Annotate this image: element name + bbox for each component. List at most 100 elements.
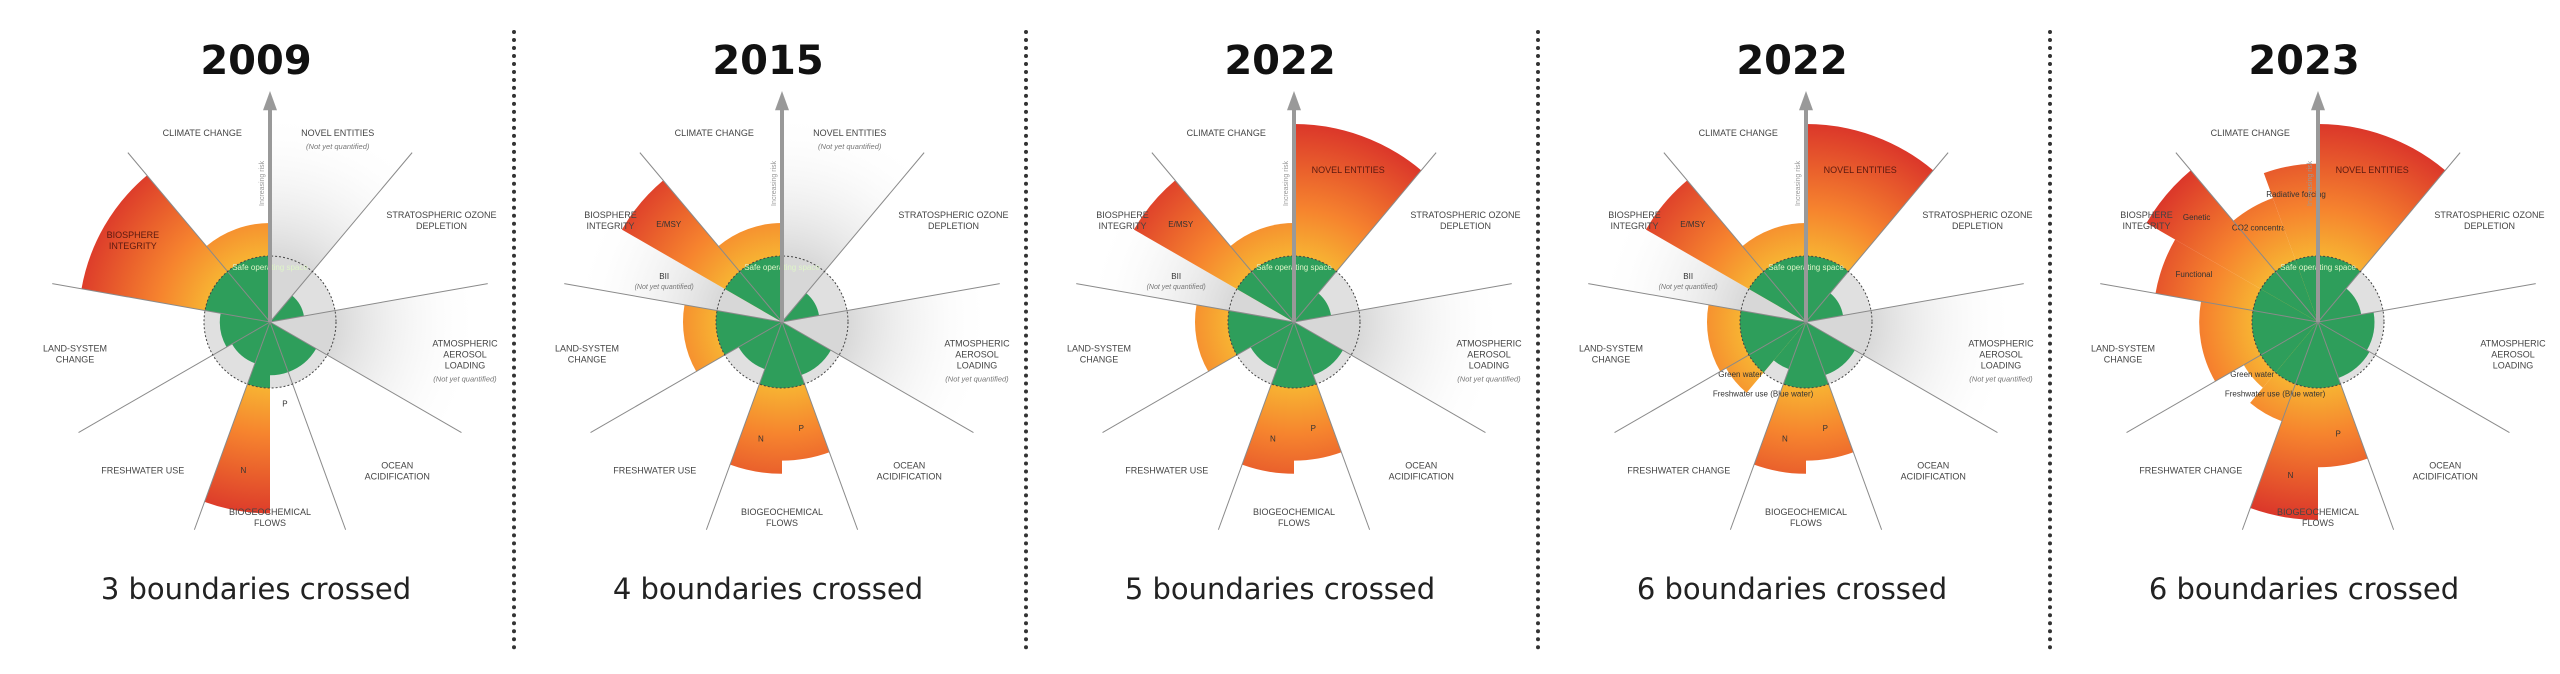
segment-label: P bbox=[282, 399, 287, 408]
boundary-wedge-safe bbox=[1748, 271, 1806, 322]
boundary-label: NOVEL ENTITIES bbox=[301, 128, 374, 138]
boundary-wedge-safe bbox=[1236, 271, 1294, 322]
boundary-label: BIOGEOCHEMICAL FLOWS bbox=[2277, 507, 2359, 528]
segment-label: N bbox=[1270, 435, 1276, 444]
safe-boundary-ring bbox=[1227, 255, 1361, 389]
segment-label: N bbox=[758, 435, 764, 444]
boundary-label: LAND-SYSTEM CHANGE bbox=[1067, 343, 1131, 364]
boundary-label: OCEAN ACIDIFICATION bbox=[2413, 461, 2478, 482]
boundary-label: FRESHWATER CHANGE bbox=[2139, 466, 2242, 476]
boundary-label: OCEAN ACIDIFICATION bbox=[1389, 461, 1454, 482]
segment-label: N bbox=[241, 466, 247, 475]
boundary-wedge-safe bbox=[1806, 256, 1849, 322]
panel-caption: 6 boundaries crossed bbox=[2148, 572, 2460, 606]
boundary-wedge-safe bbox=[270, 322, 317, 373]
panel-year: 2022 bbox=[1736, 38, 1848, 84]
boundary-wedge-safe bbox=[2275, 322, 2318, 385]
sector-divider bbox=[1076, 283, 1295, 323]
boundary-wedge-safe bbox=[2295, 256, 2318, 322]
boundary-wedge-safe bbox=[782, 322, 831, 376]
sector-divider bbox=[269, 321, 347, 530]
sector-divider bbox=[269, 283, 488, 323]
boundary-wedge-safe bbox=[1294, 322, 1343, 376]
safe-boundary-ring bbox=[715, 255, 849, 389]
sector-divider bbox=[2175, 152, 2319, 323]
sector-divider bbox=[1293, 321, 1486, 433]
sector-divider bbox=[1293, 152, 1437, 323]
boundary-diagram: P N Freshwater use (Blue water) Green water… bbox=[1579, 91, 2034, 530]
boundary-label: BIOGEOCHEMICAL FLOWS bbox=[229, 507, 311, 528]
unquantified-wedge bbox=[782, 110, 918, 322]
boundary-wedge-safe bbox=[2318, 288, 2362, 322]
panel-caption: 4 boundaries crossed bbox=[612, 572, 924, 606]
boundary-label: NOVEL ENTITIES bbox=[813, 128, 886, 138]
sector-divider bbox=[2241, 321, 2319, 530]
sector-divider bbox=[781, 321, 974, 433]
dotted-divider bbox=[1536, 30, 1540, 650]
sector-divider bbox=[639, 152, 783, 323]
sector-divider bbox=[52, 283, 271, 323]
boundary-label: CLIMATE CHANGE bbox=[2211, 128, 2290, 138]
boundary-diagram: P N Freshwater use (Blue water) Green water… bbox=[2091, 91, 2546, 530]
segment-label: Freshwater use (Blue water) bbox=[2225, 389, 2326, 398]
boundary-label: STRATOSPHERIC OZONE DEPLETION bbox=[898, 210, 1008, 231]
panel-2009: 2009 P N Safe operating space Increasing ri… bbox=[0, 0, 512, 674]
sector-divider bbox=[1293, 283, 1512, 323]
boundary-label: ATMOSPHERIC AEROSOL LOADING bbox=[2480, 338, 2546, 370]
dotted-divider bbox=[512, 30, 516, 650]
boundary-note: (Not yet quantified) bbox=[1969, 374, 2033, 383]
segment-label: E/MSY bbox=[1680, 220, 1706, 229]
boundary-wedge-safe bbox=[2253, 289, 2318, 322]
axis-label: Increasing risk bbox=[2307, 160, 2314, 206]
boundary-label: BIOSPHERE INTEGRITY bbox=[107, 230, 160, 251]
boundary-label: FRESHWATER USE bbox=[613, 466, 696, 476]
segment-label: Radiative forcing bbox=[2266, 190, 2326, 199]
panel-year: 2023 bbox=[2248, 38, 2360, 84]
boundary-label: FRESHWATER USE bbox=[1125, 466, 1208, 476]
panel-year: 2009 bbox=[200, 38, 312, 84]
sector-divider bbox=[2317, 321, 2395, 530]
sector-divider bbox=[1614, 321, 1807, 433]
segment-label: N bbox=[2288, 471, 2294, 480]
segment-label: Functional bbox=[2175, 270, 2212, 279]
panel-2023: 2023 P N Freshwater use (Blue water) Green … bbox=[2048, 0, 2560, 674]
boundary-wedge-safe bbox=[227, 256, 270, 322]
boundary-wedge-safe bbox=[782, 293, 820, 322]
boundary-label: LAND-SYSTEM CHANGE bbox=[1579, 343, 1643, 364]
boundary-label: NOVEL ENTITIES bbox=[2336, 165, 2409, 175]
boundary-label: ATMOSPHERIC AEROSOL LOADING bbox=[944, 338, 1010, 370]
dotted-divider bbox=[2048, 30, 2052, 650]
segment-label: Freshwater use (Blue water) bbox=[1713, 389, 1814, 398]
sector-divider bbox=[1151, 152, 1295, 323]
boundary-wedge-safe bbox=[1806, 293, 1844, 322]
boundary-label: ATMOSPHERIC AEROSOL LOADING bbox=[1968, 338, 2034, 370]
sector-divider bbox=[269, 152, 413, 323]
boundary-wedge-safe bbox=[219, 313, 270, 348]
arrow-head-icon bbox=[1287, 91, 1301, 111]
segment-label: P bbox=[1311, 424, 1316, 433]
sector-divider bbox=[1805, 152, 1949, 323]
arrow-head-icon bbox=[2311, 91, 2325, 111]
boundary-note: (Not yet quantified) bbox=[306, 142, 370, 151]
boundary-wedge-safe bbox=[270, 295, 304, 322]
sector-divider bbox=[781, 152, 925, 323]
boundary-label: BIOGEOCHEMICAL FLOWS bbox=[1253, 507, 1335, 528]
segment-label: Green water bbox=[1718, 370, 1762, 379]
boundary-label: CLIMATE CHANGE bbox=[1187, 128, 1266, 138]
panel-caption: 3 boundaries crossed bbox=[100, 572, 412, 606]
boundary-label: LAND-SYSTEM CHANGE bbox=[555, 343, 619, 364]
boundary-wedge-safe bbox=[1740, 310, 1806, 355]
sector-divider bbox=[269, 321, 462, 433]
sector-divider bbox=[2126, 321, 2319, 433]
axis-label: Increasing risk bbox=[1795, 160, 1802, 206]
boundary-label: NOVEL ENTITIES bbox=[1312, 165, 1385, 175]
unquantified-wedge bbox=[270, 285, 482, 428]
boundary-label: LAND-SYSTEM CHANGE bbox=[43, 343, 107, 364]
boundary-label: FRESHWATER CHANGE bbox=[1627, 466, 1730, 476]
boundary-label: CLIMATE CHANGE bbox=[675, 128, 754, 138]
sector-divider bbox=[564, 283, 783, 323]
boundary-wedge-safe bbox=[2275, 259, 2318, 322]
boundary-wedge-safe bbox=[2252, 310, 2318, 355]
boundary-label: BIOGEOCHEMICAL FLOWS bbox=[1765, 507, 1847, 528]
